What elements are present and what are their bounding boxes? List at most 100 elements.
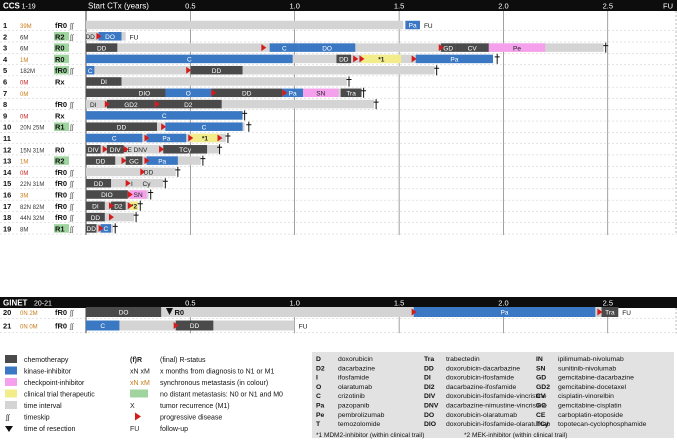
metastasis-time: 6M [20, 35, 28, 41]
segment-label: DD [144, 170, 154, 177]
patient-id: 10 [3, 123, 11, 132]
abbr-value: doxorubicin-ifosfamide-olaratumab [446, 421, 550, 428]
chemo-segment [86, 224, 97, 233]
x-tick-label: 2.0 [498, 2, 508, 11]
legend-swatch-trial [5, 389, 17, 398]
patient-id: 20 [3, 308, 11, 317]
time-interval-bar [86, 65, 435, 75]
legend-label: chemotherapy [24, 357, 69, 364]
interval-segment [86, 32, 95, 41]
patient-id: 6 [3, 78, 7, 87]
legend-status-label: no distant metastasis: N0 or N1 and M0 [160, 392, 283, 399]
segment-label: GD2 [124, 102, 138, 109]
r-status: R2 [55, 157, 65, 166]
kinase-segment [100, 224, 112, 233]
segment-label: DD [96, 158, 106, 165]
segment-label: DIO [139, 91, 151, 98]
legend-status-label: tumor recurrence (M1) [160, 403, 230, 410]
kinase-segment [86, 54, 293, 64]
segment-label: DD [85, 34, 95, 41]
legend-timeskip-icon: ∫∫ [5, 415, 11, 422]
r-status: fR0 [55, 100, 67, 109]
legend-label: checkpoint-inhibitor [24, 380, 85, 387]
r-status: fR0 [55, 168, 67, 177]
r-status: fR0 [55, 21, 67, 30]
segment-label: DD [212, 68, 222, 75]
chemo-segment [86, 178, 112, 188]
segment-label: SN [316, 91, 325, 98]
kinase-segment [298, 43, 356, 52]
segment-label: GD [443, 45, 453, 52]
progressive-disease-marker [144, 157, 150, 165]
chemo-segment [86, 88, 203, 98]
legend-label: time of resection [24, 426, 75, 433]
abbreviation-box [312, 352, 674, 438]
segment-label: I [131, 181, 133, 188]
death-marker [200, 155, 206, 166]
r-status: fR0 [55, 308, 67, 317]
kinase-segment [86, 320, 120, 331]
abbr-key: T [316, 421, 321, 428]
legend-swatch-checkpoint [5, 378, 17, 386]
segment-label: D2 [114, 204, 123, 211]
death-marker [346, 76, 352, 87]
abbr-key: I [316, 375, 318, 382]
interval-segment [142, 167, 155, 177]
r-status-badge [54, 32, 69, 41]
abbr-value: doxorubicin-olaratumab [446, 412, 517, 419]
segment-label: C [103, 226, 108, 233]
timeskip-icon: ∫∫ [69, 34, 75, 41]
chemo-segment [86, 307, 162, 317]
chemo-segment [86, 43, 118, 52]
timeskip-icon: ∫∫ [69, 193, 75, 200]
segment-label: CE DNV [123, 147, 148, 154]
progressive-disease-marker [188, 134, 194, 142]
chemo-segment [190, 65, 243, 75]
segment-label: DO [322, 45, 332, 52]
patient-id: 1 [3, 21, 7, 30]
segment-label: *1 [378, 57, 385, 64]
timeskip-icon: ∫∫ [69, 125, 75, 132]
abbr-key: DIO [424, 421, 436, 428]
abbr-key: CV [536, 393, 546, 400]
death-marker [373, 99, 379, 110]
r-status: R0 [55, 55, 65, 64]
kinase-segment [146, 133, 187, 143]
patient-id: 13 [3, 157, 11, 166]
r-status: R1 [55, 224, 65, 233]
metastasis-time: 6M [20, 47, 28, 53]
time-interval-bar [86, 99, 375, 109]
r-status-badge [54, 54, 69, 64]
r-status-badge [54, 43, 69, 52]
metastasis-time: 182M [20, 69, 35, 75]
progressive-disease-marker [125, 179, 131, 187]
patient-id: 21 [3, 322, 11, 331]
segment-label: DD [117, 124, 127, 131]
segment-label: DI [90, 102, 97, 109]
progressive-disease-marker [159, 145, 165, 153]
legend-key: xN xM [130, 380, 150, 387]
abbr-key: TCy [536, 421, 549, 428]
legend-resection-icon [5, 426, 13, 432]
metastasis-time: 20N 25M [20, 126, 44, 132]
kinase-segment [415, 54, 494, 64]
segment-label: DD [91, 215, 101, 222]
progressive-disease-marker [127, 191, 133, 198]
group-label: CCS [3, 2, 21, 11]
timeskip-icon: ∫∫ [69, 310, 75, 317]
r-status-badge [54, 122, 69, 131]
progressive-disease-marker [121, 157, 127, 165]
abbr-value: doxorubicin-ifosfamide [446, 375, 514, 382]
chemo-segment [125, 156, 143, 165]
segment-label: GC [129, 158, 139, 165]
kinase-segment [86, 133, 143, 143]
metastasis-time: 3M [20, 194, 28, 200]
metastasis-time: 1M [20, 160, 28, 166]
patient-id: 17 [3, 202, 11, 211]
time-interval-bar [86, 178, 164, 188]
death-marker [148, 189, 154, 200]
segment-label: C [100, 323, 105, 330]
death-marker [133, 212, 139, 223]
kinase-segment [269, 43, 299, 52]
segment-label: D2 [184, 102, 193, 109]
